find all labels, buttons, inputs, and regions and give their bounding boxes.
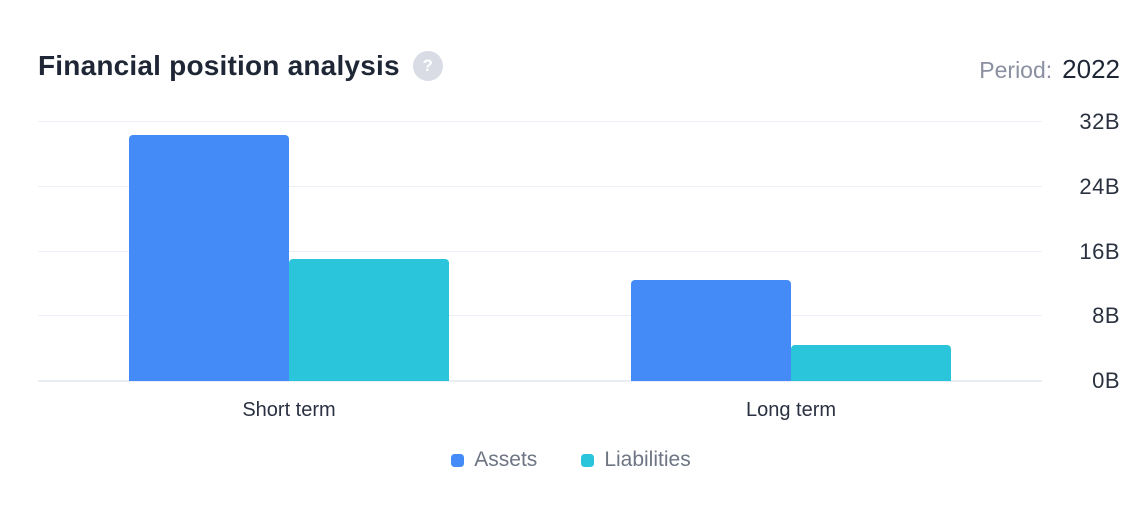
legend-label: Assets <box>474 448 538 471</box>
legend-marker-icon <box>451 453 465 467</box>
y-tick-label: 8B <box>1092 303 1120 329</box>
gridline <box>38 380 1042 382</box>
question-mark-icon[interactable]: ? <box>412 51 443 81</box>
x-tick-label: Long term <box>745 399 837 421</box>
legend-label: Liabilities <box>604 448 691 471</box>
card-header: Financial position analysis ? <box>38 50 443 82</box>
y-tick-label: 24B <box>1079 173 1120 199</box>
period-selector: Period: 2022 <box>979 54 1120 85</box>
legend-item-assets[interactable]: Assets <box>451 448 537 472</box>
question-mark-glyph: ? <box>422 56 433 75</box>
gridline <box>38 250 1042 252</box>
y-axis: 32B 24B 16B 8B 0B <box>1030 109 1120 393</box>
legend: Assets Liabilities <box>0 448 1142 472</box>
bar-liabilities-short-term[interactable] <box>289 258 449 381</box>
gridline <box>38 315 1042 317</box>
x-tick-label: Short term <box>242 399 336 421</box>
legend-item-liabilities[interactable]: Liabilities <box>581 448 691 472</box>
page-title: Financial position analysis <box>38 50 400 81</box>
y-tick-label: 16B <box>1079 238 1120 264</box>
plot-area <box>38 121 1042 382</box>
period-label: Period: <box>979 57 1053 83</box>
period-value: 2022 <box>1062 54 1120 84</box>
gridline <box>38 121 1042 122</box>
x-axis: Short term Long term <box>38 399 1042 429</box>
y-tick-label: 32B <box>1079 109 1120 134</box>
gridline <box>38 185 1042 187</box>
bar-assets-long-term[interactable] <box>631 279 791 381</box>
bar-liabilities-long-term[interactable] <box>791 345 951 381</box>
y-tick-label: 0B <box>1092 368 1120 393</box>
bar-assets-short-term[interactable] <box>129 134 289 381</box>
legend-marker-icon <box>581 453 595 467</box>
